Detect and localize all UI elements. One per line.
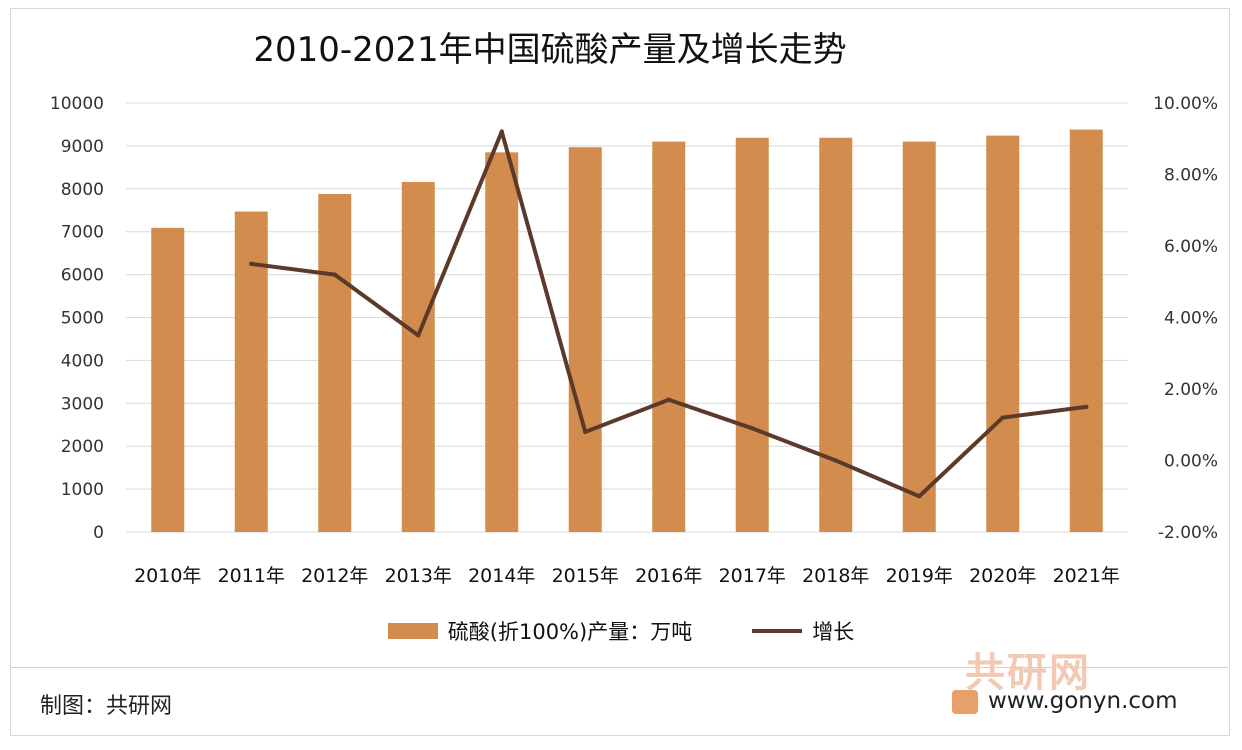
y-right-tick-label: 2.00% [1164,380,1218,400]
line-series [249,129,1089,499]
x-tick-label: 2014年 [468,565,535,587]
bar [902,141,936,533]
growth-point [1084,404,1089,410]
y-right-tick-label: 8.00% [1164,166,1218,186]
legend-item-line: 增长 [752,616,854,646]
legend-item-bar: 硫酸(折100%)产量：万吨 [387,616,693,646]
bar [401,181,435,532]
watermark-logo: 共研网 [965,650,1091,696]
x-tick-label: 2019年 [886,565,953,587]
y-left-tick-label: 3000 [61,394,104,414]
y-axis-left: 0 1000 2000 3000 4000 5000 6000 7000 8000 9000 100… [50,94,104,543]
bar [986,135,1020,532]
growth-point [666,397,671,402]
x-tick-label: 2015年 [552,565,619,587]
x-tick-label: 2013年 [385,565,452,587]
footer-divider [10,667,1228,668]
growth-point [249,261,254,267]
x-tick-label: 2018年 [802,565,869,587]
y-right-tick-label: 4.00% [1164,309,1218,329]
growth-point [1000,415,1005,420]
y-left-tick-label: 7000 [61,223,104,243]
chart-frame [10,8,1230,736]
legend-swatch-line [752,629,803,633]
y-right-tick-label: 0.00% [1164,452,1218,472]
legend-swatch-bar [387,623,438,639]
y-left-tick-label: 4000 [61,351,104,371]
bar [735,137,769,532]
growth-point [917,494,922,499]
y-left-tick-label: 0 [93,523,104,543]
bar-series [151,129,1103,533]
bar [234,211,268,533]
y-left-tick-label: 9000 [61,137,104,157]
source-label: 制图：共研网 [40,694,173,719]
y-left-tick-label: 1000 [61,480,104,500]
y-left-tick-label: 2000 [61,437,104,457]
growth-point [332,272,337,277]
bar [652,141,686,533]
x-tick-label: 2017年 [719,565,786,587]
growth-point [416,333,421,338]
x-tick-label: 2010年 [134,565,201,587]
legend: 硫酸(折100%)产量：万吨 增长 [0,616,1242,646]
y-axis-right: -2.00% 0.00% 2.00% 4.00% 6.00% 8.00% 10.00% [1153,94,1218,543]
growth-point [583,429,588,435]
growth-point [750,426,755,431]
logo-icon [952,690,978,714]
bar [1069,129,1103,532]
bar [485,152,519,532]
x-tick-label: 2011年 [218,565,285,587]
y-left-tick-label: 8000 [61,180,104,200]
legend-label-bar: 硫酸(折100%)产量：万吨 [447,620,693,644]
x-tick-label: 2020年 [969,565,1036,587]
y-left-tick-label: 5000 [61,309,104,329]
y-right-tick-label: 6.00% [1164,237,1218,257]
bar [151,227,185,533]
bar [819,137,853,532]
y-right-tick-label: -2.00% [1158,523,1218,543]
site-url: www.gonyn.com [988,688,1178,714]
y-right-tick-label: 10.00% [1153,94,1218,114]
gridlines [126,102,1128,533]
y-left-tick-label: 6000 [61,266,104,286]
y-left-tick-label: 10000 [50,94,104,114]
x-axis: 2010年 2011年 2012年 2013年 2014年 2015年 2016年 2017年… [134,565,1120,587]
x-tick-label: 2012年 [301,565,368,587]
bar [318,193,352,532]
chart-svg: 0 1000 2000 3000 4000 5000 6000 7000 8000 9000 100… [50,94,1218,587]
growth-point [499,129,504,134]
chart-title: 2010-2021年中国硫酸产量及增长走势 [253,30,847,70]
x-tick-label: 2021年 [1053,565,1120,587]
x-tick-label: 2016年 [635,565,702,587]
bar [568,147,602,532]
growth-point [833,458,838,463]
legend-label-line: 增长 [812,620,855,644]
